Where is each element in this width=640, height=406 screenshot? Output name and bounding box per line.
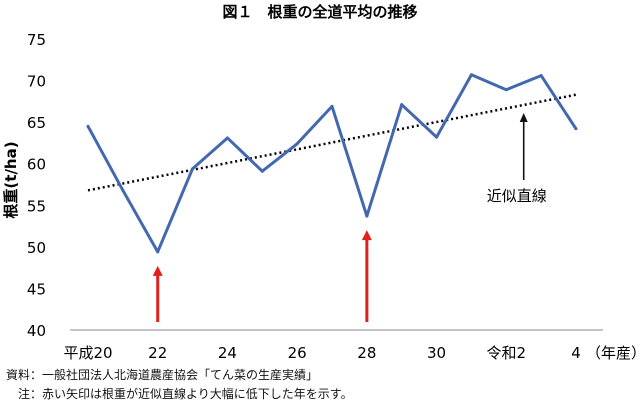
y-tick-label: 65 bbox=[27, 114, 46, 132]
y-tick-label: 55 bbox=[27, 197, 46, 215]
x-tick-label: 平成20 bbox=[63, 344, 112, 362]
red-arrows bbox=[152, 230, 372, 322]
y-tick-label: 45 bbox=[27, 280, 46, 298]
data-points bbox=[86, 73, 578, 254]
trend-arrow bbox=[519, 112, 528, 180]
source-note: 資料：一般社団法人北海道農産協会「てん菜の生産実績」 bbox=[6, 368, 319, 382]
red-arrow-head bbox=[361, 230, 372, 241]
y-tick-label: 75 bbox=[27, 31, 46, 49]
x-tick-label: 4 bbox=[571, 344, 581, 362]
data-point bbox=[225, 136, 229, 140]
footnote: 注：赤い矢印は根重が近似直線より大幅に低下した年を示す。 bbox=[6, 387, 353, 401]
x-unit-label: （年産） bbox=[586, 344, 640, 362]
data-point bbox=[330, 104, 334, 108]
data-point bbox=[400, 103, 404, 107]
chart-title: 図１ 根重の全道平均の推移 bbox=[222, 3, 417, 21]
data-point bbox=[504, 88, 508, 92]
data-point bbox=[121, 188, 125, 192]
data-point bbox=[574, 127, 578, 131]
x-tick-label: 24 bbox=[218, 344, 237, 362]
data-point bbox=[539, 74, 543, 78]
series-line bbox=[86, 73, 578, 254]
y-tick-label: 60 bbox=[27, 156, 46, 174]
x-tick-label: 令和2 bbox=[487, 344, 527, 362]
x-tick-label: 22 bbox=[148, 344, 167, 362]
y-tick-label: 50 bbox=[27, 239, 46, 257]
data-point bbox=[156, 250, 160, 254]
data-point bbox=[469, 73, 473, 77]
x-tick-label: 30 bbox=[427, 344, 446, 362]
data-point bbox=[295, 142, 299, 146]
data-point bbox=[191, 167, 195, 171]
red-arrow-head bbox=[152, 265, 163, 276]
x-tick-labels: 平成20 22 24 26 28 30 令和2 4 bbox=[63, 344, 580, 362]
data-point bbox=[86, 124, 90, 128]
trend-line-label: 近似直線 bbox=[487, 187, 547, 205]
x-tick-label: 26 bbox=[288, 344, 307, 362]
data-point bbox=[435, 135, 439, 139]
trend-arrow-head bbox=[519, 112, 528, 122]
y-tick-label: 40 bbox=[27, 322, 46, 340]
data-point bbox=[260, 169, 264, 173]
y-tick-label: 70 bbox=[27, 73, 46, 91]
chart: 図１ 根重の全道平均の推移 根重(t/ha) 4045505560657075 … bbox=[2, 3, 640, 362]
y-tick-labels: 40 45 50 55 60 65 70 75 bbox=[27, 31, 46, 340]
y-axis-label: 根重(t/ha) bbox=[2, 141, 20, 218]
x-tick-label: 28 bbox=[357, 344, 376, 362]
data-point bbox=[365, 214, 369, 218]
